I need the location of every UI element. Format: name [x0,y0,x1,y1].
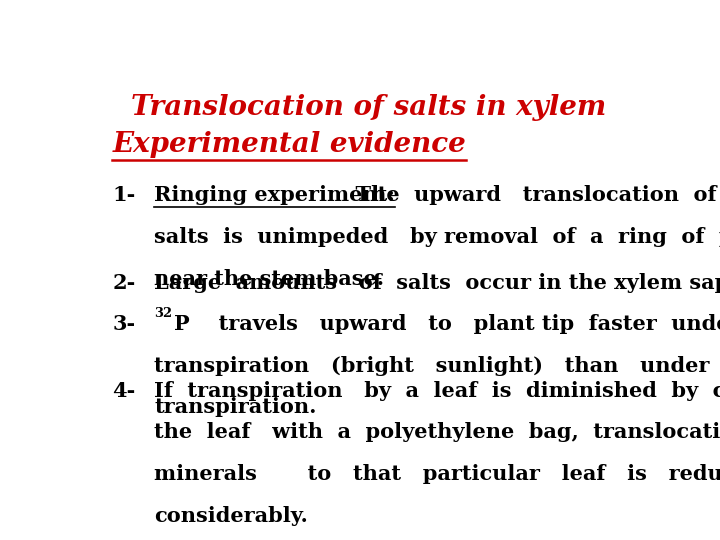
Text: The  upward   translocation  of: The upward translocation of [341,185,716,205]
Text: near the stem base.: near the stem base. [154,268,384,288]
Text: 32: 32 [154,307,172,320]
Text: transpiration   (bright   sunlight)   than   under   low: transpiration (bright sunlight) than und… [154,356,720,376]
Text: If  transpiration   by  a  leaf  is  diminished  by  covering: If transpiration by a leaf is diminished… [154,381,720,401]
Text: 4-: 4- [112,381,135,401]
Text: the  leaf   with  a  polyethylene  bag,  translocation  of: the leaf with a polyethylene bag, transl… [154,422,720,442]
Text: P    travels   upward   to   plant tip  faster  under  high: P travels upward to plant tip faster und… [174,314,720,334]
Text: Experimental evidence: Experimental evidence [112,131,466,158]
Text: transpiration.: transpiration. [154,397,317,417]
Text: 1-: 1- [112,185,135,205]
Text: salts  is  unimpeded   by removal  of  a  ring  of  phloem: salts is unimpeded by removal of a ring … [154,227,720,247]
Text: Large  amounts   of  salts  occur in the xylem sap.: Large amounts of salts occur in the xyle… [154,273,720,293]
Text: Translocation of salts in xylem: Translocation of salts in xylem [131,94,607,121]
Text: Ringing experiment:: Ringing experiment: [154,185,395,205]
Text: minerals       to   that   particular   leaf   is   reduced: minerals to that particular leaf is redu… [154,464,720,484]
Text: 3-: 3- [112,314,135,334]
Text: 2-: 2- [112,273,135,293]
Text: considerably.: considerably. [154,505,308,525]
